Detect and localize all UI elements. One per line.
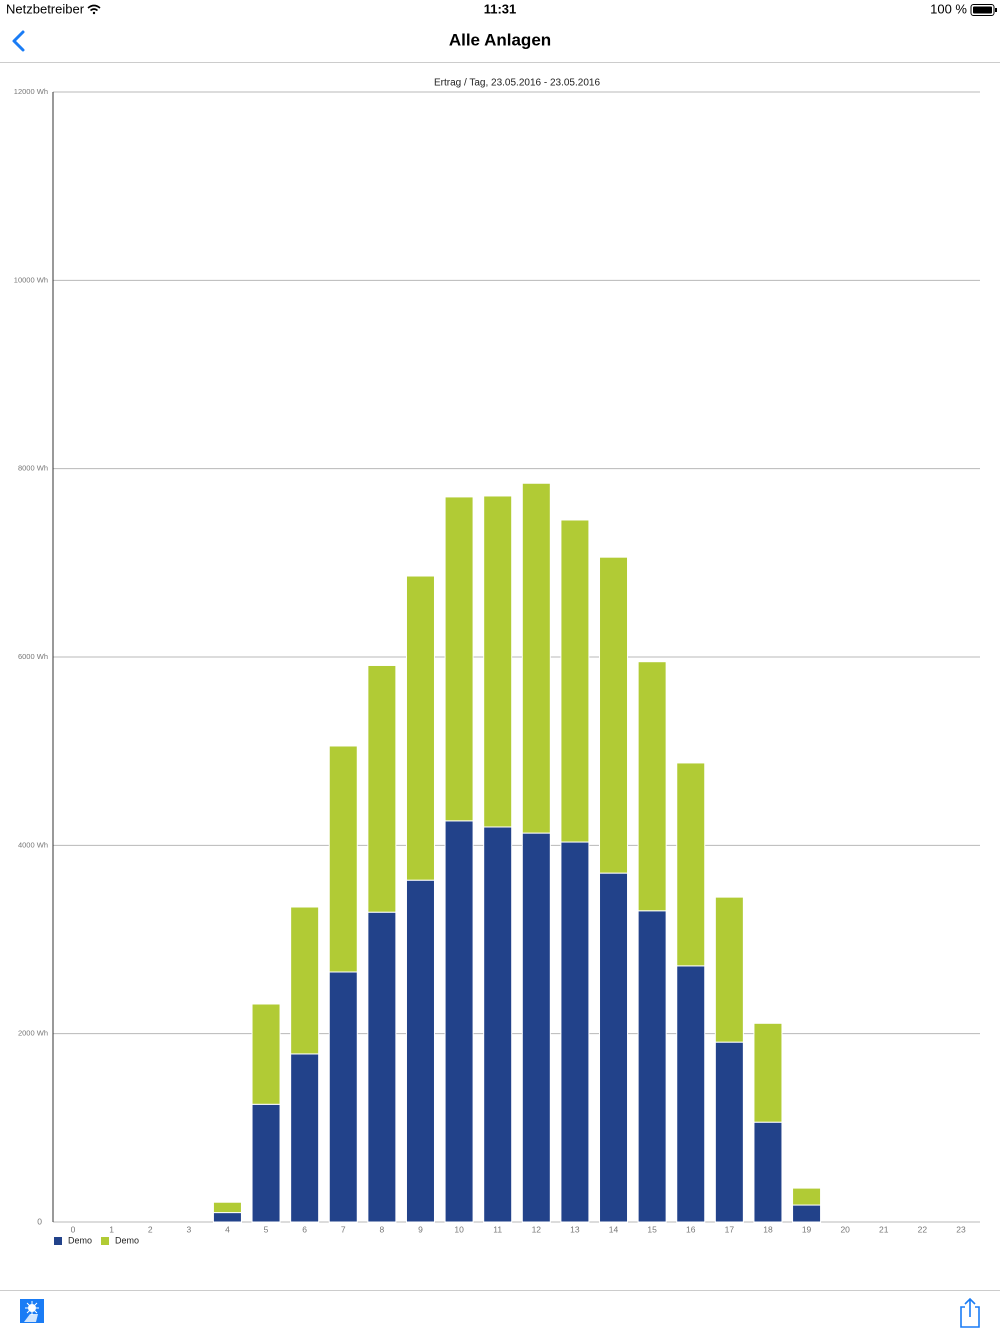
- battery-level: 100 %: [930, 1, 967, 16]
- x-tick-label: 15: [647, 1224, 657, 1234]
- bar-segment: [753, 1022, 783, 1123]
- bar-segment: [676, 762, 706, 967]
- x-tick-label: 16: [686, 1224, 696, 1234]
- clock: 11:31: [484, 1, 517, 16]
- y-tick-label: 0: [37, 1216, 42, 1226]
- y-tick-label: 4000 Wh: [18, 840, 48, 849]
- x-tick-label: 14: [609, 1224, 619, 1234]
- chart-title: Ertrag / Tag, 23.05.2016 - 23.05.2016: [434, 78, 600, 89]
- x-tick-label: 21: [879, 1224, 889, 1234]
- x-tick-label: 9: [418, 1224, 423, 1234]
- x-tick-label: 22: [918, 1224, 928, 1234]
- bar-segment: [367, 664, 397, 913]
- bar-segment: [328, 971, 358, 1223]
- x-tick-label: 3: [186, 1224, 191, 1234]
- bar-segment: [599, 872, 629, 1223]
- x-tick-label: 11: [493, 1224, 502, 1234]
- x-tick-label: 19: [802, 1224, 812, 1234]
- x-tick-label: 6: [302, 1224, 307, 1234]
- y-tick-label: 12000 Wh: [14, 87, 48, 96]
- bar-segment: [792, 1187, 822, 1206]
- bar-segment: [328, 745, 358, 973]
- x-tick-label: 17: [725, 1224, 735, 1234]
- legend-label: Demo: [68, 1235, 92, 1245]
- x-tick-label: 12: [532, 1224, 542, 1234]
- x-tick-label: 0: [71, 1224, 76, 1234]
- bar-segment: [251, 1003, 281, 1105]
- bar-segment: [405, 879, 435, 1223]
- nav-title: Alle Anlagen: [449, 30, 551, 49]
- chart: Ertrag / Tag, 23.05.2016 - 23.05.2016 0 2…: [14, 78, 980, 1245]
- bar-segment: [212, 1201, 242, 1214]
- x-tick-label: 5: [264, 1224, 269, 1234]
- legend-swatch: [101, 1237, 109, 1245]
- bar-segment: [521, 482, 551, 834]
- y-tick-label: 2000 Wh: [18, 1029, 48, 1038]
- x-tick-label: 7: [341, 1224, 346, 1234]
- bar-segment: [753, 1121, 783, 1223]
- x-tick-label: 2: [148, 1224, 153, 1234]
- x-tick-label: 18: [763, 1224, 773, 1234]
- bar-segment: [792, 1204, 822, 1223]
- bar-segment: [367, 911, 397, 1223]
- bar-segment: [212, 1212, 242, 1223]
- x-tick-label: 8: [380, 1224, 385, 1234]
- bar-segment: [521, 832, 551, 1223]
- bar-segment: [560, 519, 590, 843]
- bar-segment: [444, 496, 474, 822]
- bar-segment: [483, 495, 513, 828]
- share-button[interactable]: [960, 1297, 980, 1328]
- x-tick-label: 10: [454, 1224, 464, 1234]
- back-button[interactable]: [12, 30, 25, 52]
- y-tick-label: 10000 Wh: [14, 275, 48, 284]
- wifi-icon: [87, 4, 101, 15]
- bar-segment: [290, 906, 320, 1055]
- app-icon[interactable]: [20, 1299, 44, 1323]
- bar-segment: [483, 826, 513, 1223]
- y-tick-label: 6000 Wh: [18, 652, 48, 661]
- bar-segment: [251, 1103, 281, 1223]
- x-tick-label: 20: [840, 1224, 850, 1234]
- carrier: Netzbetreiber: [6, 1, 85, 16]
- bar-segment: [560, 841, 590, 1223]
- x-tick-label: 1: [109, 1224, 114, 1234]
- bar-segment: [290, 1053, 320, 1223]
- bar-segment: [676, 965, 706, 1223]
- bar-segment: [637, 661, 667, 912]
- legend-label: Demo: [115, 1235, 139, 1245]
- bar-segment: [444, 820, 474, 1223]
- y-tick-label: 8000 Wh: [18, 464, 48, 473]
- bar-segment: [714, 1041, 744, 1223]
- bar-segment: [405, 575, 435, 881]
- x-tick-label: 4: [225, 1224, 230, 1234]
- battery-icon: [970, 4, 997, 16]
- x-tick-label: 23: [956, 1224, 966, 1234]
- bar-segment: [599, 556, 629, 874]
- x-tick-label: 13: [570, 1224, 580, 1234]
- bar-segment: [714, 896, 744, 1043]
- legend-swatch: [54, 1237, 62, 1245]
- bar-segment: [637, 910, 667, 1223]
